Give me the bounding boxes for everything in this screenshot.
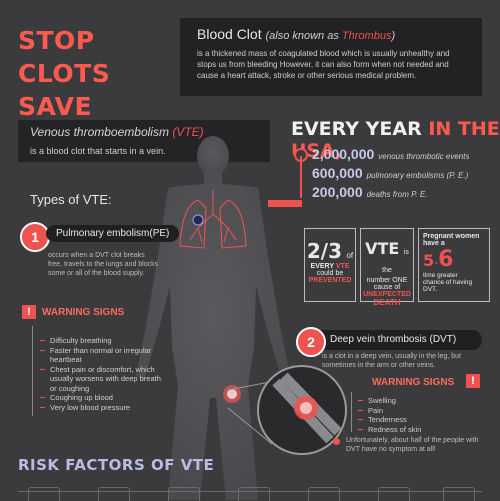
definition-text: is a thickened mass of coagulated blood … — [197, 49, 450, 80]
fact-line: VTE — [335, 263, 350, 270]
definition-panel — [180, 18, 482, 96]
stat-value: 2,000,000 — [312, 146, 375, 162]
fact-line: EVERY — [310, 263, 334, 270]
pe-warning-title: WARNING SIGNS — [42, 307, 125, 318]
human-body-illustration — [136, 136, 290, 500]
fact-big: 6 — [438, 247, 454, 272]
fact-line: cause of — [373, 284, 401, 291]
fact-line: have a — [423, 240, 445, 247]
dvt-warning-title: WARNING SIGNS — [372, 377, 455, 388]
fact-small: of — [346, 251, 354, 260]
types-heading: Types of VTE: — [30, 192, 112, 207]
pe-text: occurs when a DVT clot breaks free, trav… — [48, 252, 159, 277]
fact-line: PREVENTED — [308, 277, 352, 284]
fact-box-prevention: 2/3 of EVERY VTE could be PREVENTED — [304, 228, 356, 302]
pe-signs-line — [32, 326, 33, 416]
dvt-label-pill — [300, 330, 482, 350]
list-item: Chest pain or discomfort, which usually … — [40, 365, 162, 394]
fact-line: time greater — [423, 272, 458, 279]
vte-abbr: (VTE) — [172, 125, 204, 139]
pe-number-badge: 1 — [20, 222, 50, 252]
stat-label: deaths from P. E. — [366, 190, 428, 199]
fact-line: DEATH — [373, 298, 401, 307]
warning-icon: ! — [466, 374, 480, 388]
list-item: Very low blood pressure — [40, 403, 162, 413]
vte-title: Venous thromboembolism (VTE) — [30, 125, 204, 139]
pe-label: Pulmonary embolism(PE) — [46, 225, 180, 242]
fact-line: Pregnant women — [423, 233, 480, 240]
dvt-signs-line — [351, 392, 352, 432]
fact-line: could be — [316, 270, 344, 277]
pe-signs-list: Difficulty breathing Faster than normal … — [40, 336, 162, 412]
stat-divider — [300, 156, 302, 198]
list-item: Tenderness — [358, 415, 468, 425]
stat-value: 600,000 — [312, 165, 363, 181]
fact-big: VTE — [365, 239, 400, 258]
stat-row: 200,000 deaths from P. E. — [312, 184, 427, 200]
fact-small: is the — [382, 249, 409, 274]
stat-label: venous thrombotic events — [378, 152, 470, 161]
dvt-signs-list: Swelling Pain Tenderness Redness of skin — [358, 396, 468, 434]
aka-prefix: (also known as — [265, 30, 342, 42]
risk-factors-heading: RISK FACTORS OF VTE — [18, 456, 215, 474]
blood-clot-zoom-icon — [227, 365, 347, 455]
definition-heading: Blood Clot (also known as Thrombus) — [197, 26, 395, 42]
warning-icon: ! — [22, 305, 36, 319]
vte-text: is a blood clot that starts in a vein. — [30, 146, 166, 156]
dvt-note: Unfortunately, about half of the people … — [346, 437, 479, 453]
definition-aka: (also known as Thrombus) — [265, 30, 395, 42]
fact-dash: - — [434, 255, 439, 269]
list-item: Pain — [358, 406, 468, 416]
risk-factors-row — [18, 485, 482, 501]
list-item: Coughing up blood — [40, 393, 162, 403]
stat-row: 2,000,000 venous thrombotic events — [312, 146, 469, 162]
stat-value: 200,000 — [312, 184, 363, 200]
aka-term: Thrombus — [341, 30, 392, 42]
fact-box-death: VTE is the number ONE cause of UNEXPECTE… — [360, 228, 414, 307]
red-connector — [268, 200, 302, 207]
list-item: Faster than normal or irregular heartbea… — [40, 346, 162, 365]
stat-label: pulmonary embolisms (P. E.) — [366, 171, 469, 180]
fact-big: 2/3 — [306, 239, 342, 263]
aka-suffix: ) — [391, 30, 396, 42]
dvt-number-badge: 2 — [296, 327, 326, 357]
list-item: Difficulty breathing — [40, 336, 162, 346]
fact-line: chance of having — [423, 279, 473, 286]
fact-line: number ONE — [366, 277, 408, 284]
note-bullet-icon — [333, 438, 340, 445]
fact-box-pregnancy: Pregnant women have a 5-6 time greater c… — [418, 228, 490, 302]
fact-big: 5 — [423, 251, 435, 270]
list-item: Redness of skin — [358, 425, 468, 435]
fact-line: UNEXPECTED — [363, 291, 411, 298]
dvt-label: Deep vein thrombosis (DVT) — [330, 334, 457, 345]
fact-line: DVT. — [423, 286, 438, 293]
list-item: Swelling — [358, 396, 468, 406]
every-year-prefix: EVERY YEAR — [291, 118, 422, 140]
definition-term: Blood Clot — [197, 26, 262, 42]
dvt-text: is a clot in a deep vein, usually in the… — [322, 353, 461, 369]
stat-row: 600,000 pulmonary embolisms (P. E.) — [312, 165, 468, 181]
title-line-1: STOP CLOTS — [18, 26, 111, 88]
vte-title-text: Venous thromboembolism — [30, 125, 169, 139]
